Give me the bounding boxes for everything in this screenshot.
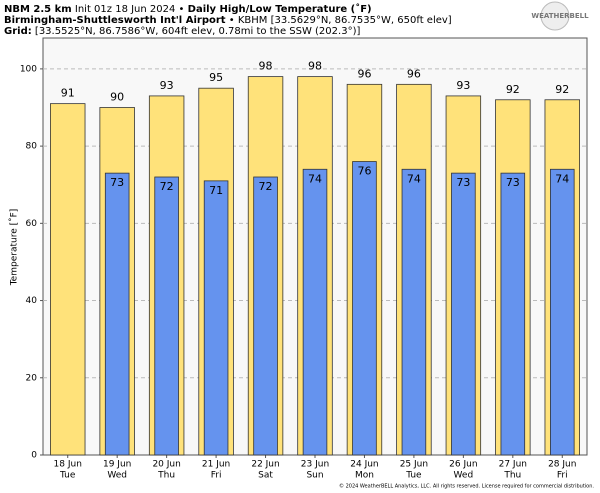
value-label: 96 xyxy=(357,67,371,80)
x-tick-weekday: Wed xyxy=(454,471,474,481)
product: Daily High/Low Temperature (˚F) xyxy=(188,3,372,15)
grid-label: Grid: xyxy=(4,26,32,37)
bar xyxy=(104,172,130,456)
x-tick-label: 23 Jun xyxy=(301,460,329,470)
x-tick-weekday: Mon xyxy=(355,471,374,481)
y-tick-label: 60 xyxy=(26,219,38,229)
value-label: 93 xyxy=(160,79,174,92)
bar xyxy=(550,168,575,456)
x-tick-label: 28 Jun xyxy=(548,460,576,470)
y-tick-label: 80 xyxy=(26,142,38,152)
x-tick-label: 22 Jun xyxy=(251,460,279,470)
init: Init 01z 18 Jun 2024 • xyxy=(75,4,185,15)
header-line: Grid: [33.5525°N, 86.7586°W, 604ft elev,… xyxy=(4,26,360,37)
x-tick-label: 20 Jun xyxy=(152,460,180,470)
x-tick-label: 19 Jun xyxy=(103,460,131,470)
bar xyxy=(154,176,179,456)
station-info: • KBHM [33.5629°N, 86.7535°W, 650ft elev… xyxy=(229,15,452,26)
bar xyxy=(500,172,526,456)
x-tick-label: 25 Jun xyxy=(400,460,428,470)
x-tick-label: 26 Jun xyxy=(449,460,477,470)
value-label: 74 xyxy=(407,172,421,185)
x-tick-label: 24 Jun xyxy=(350,460,378,470)
bar xyxy=(253,176,278,456)
y-tick-label: 0 xyxy=(31,451,37,461)
y-tick-label: 40 xyxy=(26,296,38,306)
value-label: 98 xyxy=(308,60,322,73)
grid-info: [33.5525°N, 86.7586°W, 604ft elev, 0.78m… xyxy=(35,26,361,37)
value-label: 73 xyxy=(456,176,470,189)
x-tick-weekday: Fri xyxy=(557,471,568,481)
value-label: 76 xyxy=(357,165,371,178)
x-tick-weekday: Thu xyxy=(157,471,175,481)
x-tick-weekday: Tue xyxy=(59,471,76,481)
x-tick-label: 21 Jun xyxy=(202,460,230,470)
value-label: 73 xyxy=(506,176,520,189)
value-label: 74 xyxy=(308,172,322,185)
copyright: © 2024 WeatherBELL Analytics, LLC. All r… xyxy=(339,483,594,490)
value-label: 92 xyxy=(555,83,569,96)
value-label: 74 xyxy=(555,172,569,185)
bar xyxy=(50,103,86,456)
station: Birmingham-Shuttlesworth Int'l Airport xyxy=(4,15,226,26)
value-label: 91 xyxy=(61,87,75,100)
x-tick-label: 18 Jun xyxy=(54,460,82,470)
bar xyxy=(302,168,328,456)
logo-circle xyxy=(540,1,570,31)
x-tick-weekday: Tue xyxy=(405,471,422,481)
header-line: NBM 2.5 km Init 01z 18 Jun 2024 • Daily … xyxy=(4,3,372,15)
bar xyxy=(401,168,427,456)
value-label: 95 xyxy=(209,71,223,84)
value-label: 96 xyxy=(407,67,421,80)
value-label: 98 xyxy=(259,60,273,73)
value-label: 72 xyxy=(160,180,174,193)
bar xyxy=(203,180,229,456)
value-label: 72 xyxy=(259,180,273,193)
y-axis-label: Temperature [˚F] xyxy=(9,209,20,287)
value-label: 93 xyxy=(456,79,470,92)
bar xyxy=(352,161,377,456)
value-label: 92 xyxy=(506,83,520,96)
x-tick-label: 27 Jun xyxy=(499,460,527,470)
x-tick-weekday: Sun xyxy=(306,471,323,481)
x-tick-weekday: Wed xyxy=(107,471,127,481)
x-tick-weekday: Fri xyxy=(211,471,222,481)
x-tick-weekday: Sat xyxy=(258,471,273,481)
y-tick-label: 100 xyxy=(20,64,37,74)
value-label: 73 xyxy=(110,176,124,189)
model: NBM 2.5 km xyxy=(4,4,72,15)
value-label: 90 xyxy=(110,91,124,104)
y-tick-label: 20 xyxy=(26,373,38,383)
value-label: 71 xyxy=(209,184,223,197)
bar xyxy=(451,172,476,456)
x-tick-weekday: Thu xyxy=(503,471,521,481)
header-line: Birmingham-Shuttlesworth Int'l Airport •… xyxy=(4,15,452,26)
logo: WEATHERBELL xyxy=(531,12,589,20)
